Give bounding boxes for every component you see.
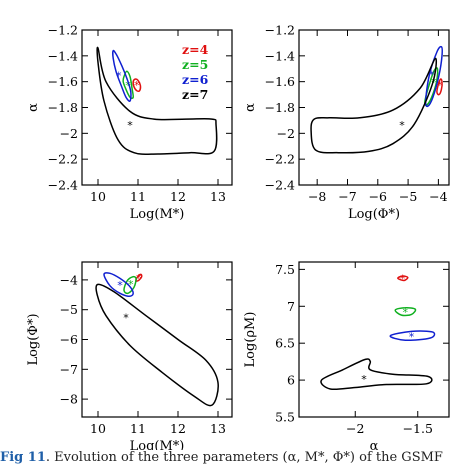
legend-entry-z4: z=4 [182,42,209,57]
contour-z7 [320,358,433,391]
legend-entry-z7: z=7 [182,87,208,102]
contour-z4 [436,78,443,96]
x-tick-label: 13 [210,189,226,204]
x-tick-label: 10 [90,421,106,436]
x-tick-label: 13 [210,421,226,436]
y-tick-label: −4 [60,272,78,287]
figure-caption: Fig 11. Evolution of the three parameter… [0,450,474,469]
contour-z5 [424,67,439,106]
best-fit-star-z7: * [399,119,405,132]
x-tick-label: −1.5 [403,421,433,436]
y-tick-label: −1.4 [48,48,78,63]
y-tick-label: 7.5 [275,262,295,277]
y-axis-title: α [26,103,41,112]
best-fit-star-z7: * [127,119,133,132]
contour-z7 [310,57,438,154]
y-tick-label: −1.6 [265,74,295,89]
best-fit-star-z7: * [123,312,129,325]
x-axis-title: Log(M*) [130,439,185,450]
x-tick-label: 12 [170,189,186,204]
y-axis-title: Log(Φ*) [26,313,41,365]
y-tick-label: −1.8 [48,100,78,115]
x-axis-title: Log(M*) [130,207,185,222]
plot-frame [298,261,450,418]
y-tick-label: 6.5 [275,336,295,351]
x-tick-label: 11 [130,421,146,436]
best-fit-star-z5: * [128,278,134,291]
best-fit-star-z4: * [437,79,443,92]
y-tick-label: −5 [60,302,78,317]
y-axis-title: α [243,103,258,112]
best-fit-star-z5: * [403,306,409,319]
x-tick-label: 11 [130,189,146,204]
y-tick-label: −2.4 [265,178,295,193]
contour-z7 [95,283,219,407]
y-tick-label: −1.2 [265,23,295,38]
contour-z6 [389,330,436,342]
figure-canvas: 10 11 12 13 −2.4 −2.2 −2 −1.8 −1.6 −1.4 −1.2 Log(M*… [26,23,450,450]
y-tick-label: −7 [60,362,78,377]
y-tick-label: −1.6 [48,74,78,89]
contour-z5 [394,307,417,317]
best-fit-star-z6: * [409,330,415,343]
contour-z5 [123,275,137,295]
x-tick-label: 12 [170,421,186,436]
contour-z7 [96,46,218,155]
y-tick-label: −1.2 [48,23,78,38]
y-tick-label: −8 [60,392,78,407]
best-fit-star-z5: * [125,79,131,92]
best-fit-star-z6: * [117,279,123,292]
x-tick-label: −4 [429,189,447,204]
x-tick-label: −6 [369,189,387,204]
x-axis-title: α [370,439,379,450]
best-fit-star-z4: * [136,272,142,285]
legend: z=4z=5z=6z=7 [182,42,209,102]
y-tick-label: 6 [287,373,295,388]
plot-frame [81,261,233,418]
best-fit-star-z4: * [134,79,140,92]
contour-z6 [103,272,134,298]
legend-entry-z5: z=5 [182,57,208,72]
y-tick-label: −2.4 [48,178,78,193]
legend-entry-z6: z=6 [182,72,209,87]
contour-z4 [132,78,142,93]
best-fit-star-z5: * [431,76,437,89]
y-tick-label: −2.2 [265,152,295,167]
y-tick-label: −2 [60,126,78,141]
contour-z4 [397,275,409,282]
panel-alpha-vs-logphi: −8 −7 −6 −5 −4 −2.4 −2.2 −2 −1.8 −1.6 −1.4 −1.2 Log(… [243,23,450,222]
x-tick-label: −5 [399,189,417,204]
y-tick-label: −2.2 [48,152,78,167]
x-tick-label: −7 [338,189,356,204]
contour-z5 [122,70,135,99]
x-tick-label: −8 [308,189,326,204]
plot-frame [298,29,450,186]
caption-label: Fig 11 [0,450,46,465]
contour-z6 [112,49,132,102]
caption-text: . Evolution of the three parameters (α, … [45,450,443,465]
plot-frame [81,29,233,186]
best-fit-star-z4: * [400,273,406,286]
y-tick-label: −1.4 [265,48,295,63]
y-tick-label: −2 [277,126,295,141]
panel-alpha-vs-logm: 10 11 12 13 −2.4 −2.2 −2 −1.8 −1.6 −1.4 −1.2 Log(M*… [26,23,233,222]
x-tick-label: 10 [90,189,106,204]
best-fit-star-z6: * [116,70,122,83]
best-fit-star-z6: * [429,68,435,81]
y-axis-title: Log(ρM) [243,312,258,368]
y-tick-label: 5.5 [275,410,295,425]
x-tick-label: −2 [346,421,364,436]
x-axis-title: Log(Φ*) [348,207,400,222]
best-fit-star-z7: * [361,373,367,386]
y-tick-label: −6 [60,332,78,347]
y-tick-label: −1.8 [265,100,295,115]
y-tick-label: 7 [287,299,295,314]
